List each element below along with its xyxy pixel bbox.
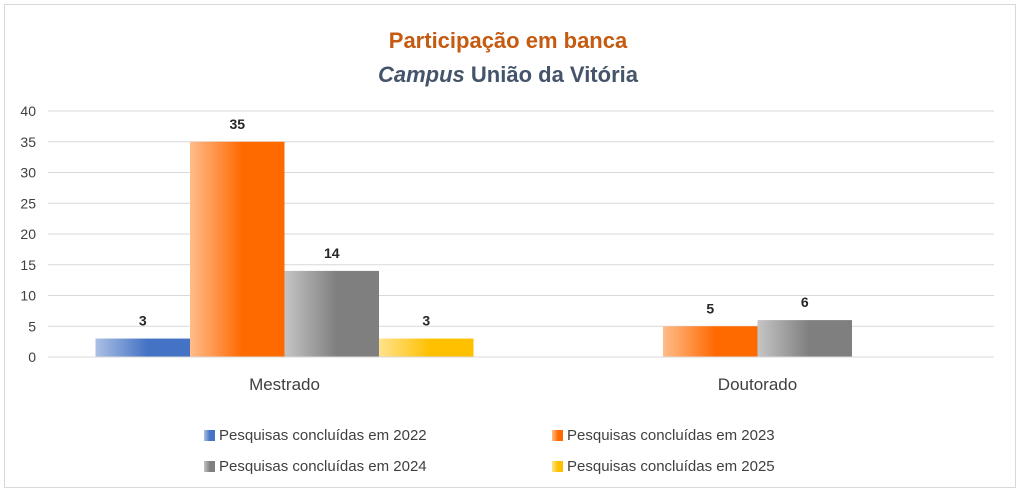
data-label: 35 bbox=[229, 116, 245, 132]
y-tick-label: 0 bbox=[28, 349, 36, 365]
legend-swatch bbox=[204, 430, 215, 441]
bar bbox=[95, 338, 190, 357]
chart-frame bbox=[4, 4, 1016, 488]
y-tick-label: 15 bbox=[20, 257, 36, 273]
x-tick-label: Mestrado bbox=[249, 375, 320, 394]
bar bbox=[284, 270, 379, 357]
bar bbox=[757, 320, 852, 357]
y-tick-label: 40 bbox=[20, 103, 36, 119]
y-tick-label: 35 bbox=[20, 134, 36, 150]
chart-title: Participação em banca bbox=[389, 28, 628, 53]
bar bbox=[379, 338, 474, 357]
bars bbox=[95, 141, 852, 357]
chart-subtitle-rest: União da Vitória bbox=[465, 62, 639, 87]
x-tick-label: Doutorado bbox=[718, 375, 797, 394]
chart-subtitle-italic: Campus bbox=[378, 62, 465, 87]
legend-swatch bbox=[552, 430, 563, 441]
y-axis: 0 5 10 15 20 25 30 35 40 bbox=[20, 103, 36, 365]
y-tick-label: 20 bbox=[20, 226, 36, 242]
legend-label: Pesquisas concluídas em 2024 bbox=[219, 458, 427, 475]
bar bbox=[663, 326, 758, 357]
data-label: 14 bbox=[324, 245, 340, 261]
gridlines bbox=[48, 110, 994, 358]
legend-label: Pesquisas concluídas em 2023 bbox=[567, 427, 775, 444]
y-tick-label: 5 bbox=[28, 318, 36, 334]
y-tick-label: 25 bbox=[20, 195, 36, 211]
x-axis: Mestrado Doutorado bbox=[48, 356, 994, 394]
data-label: 6 bbox=[801, 294, 809, 310]
y-tick-label: 30 bbox=[20, 165, 36, 181]
bar bbox=[190, 141, 285, 357]
legend: Pesquisas concluídas em 2022 Pesquisas co… bbox=[204, 427, 775, 475]
chart-subtitle: Campus União da Vitória bbox=[378, 62, 639, 87]
legend-label: Pesquisas concluídas em 2022 bbox=[219, 427, 427, 444]
legend-swatch bbox=[204, 461, 215, 472]
data-label: 3 bbox=[422, 313, 430, 329]
legend-label: Pesquisas concluídas em 2025 bbox=[567, 458, 775, 475]
data-label: 3 bbox=[139, 313, 147, 329]
y-tick-label: 10 bbox=[20, 288, 36, 304]
data-label: 5 bbox=[706, 300, 714, 316]
legend-swatch bbox=[552, 461, 563, 472]
